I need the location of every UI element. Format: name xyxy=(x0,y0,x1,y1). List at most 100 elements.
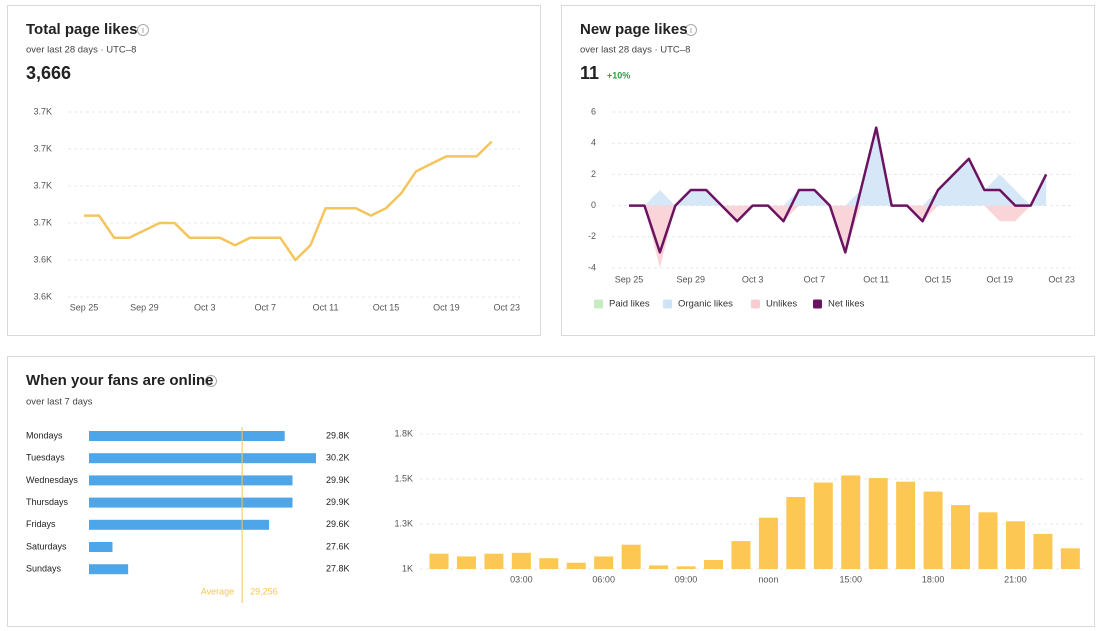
bar xyxy=(89,431,285,441)
card-title: New page likes xyxy=(580,21,688,38)
bar xyxy=(813,482,833,569)
bar xyxy=(923,491,943,569)
x-tick-label: Sep 25 xyxy=(70,302,99,312)
legend-swatch[interactable] xyxy=(594,299,603,309)
legend-swatch[interactable] xyxy=(663,299,672,309)
legend-label: Paid likes xyxy=(609,299,650,310)
bar xyxy=(758,517,778,569)
y-tick-label: 2 xyxy=(591,169,596,179)
bar xyxy=(539,558,559,569)
y-tick-label: 4 xyxy=(591,138,596,148)
bar xyxy=(89,453,316,464)
card-subtitle: over last 28 days · UTC–8 xyxy=(580,45,690,56)
bar xyxy=(1005,521,1025,569)
x-tick-label: 06:00 xyxy=(592,574,615,584)
y-tick-label: 3.6K xyxy=(33,254,52,264)
category-label: Tuesdays xyxy=(26,453,65,463)
headline: 3,666 xyxy=(26,63,71,83)
bar xyxy=(841,475,861,569)
card-subtitle: over last 7 days xyxy=(26,397,93,408)
x-tick-label: Oct 23 xyxy=(494,302,521,312)
average-label: 29,256 xyxy=(250,586,278,596)
y-tick-label: 3.7K xyxy=(33,106,52,116)
bar xyxy=(786,497,806,569)
legend-label: Organic likes xyxy=(678,299,733,310)
info-icon[interactable] xyxy=(205,375,217,387)
y-tick-label: 0 xyxy=(591,200,596,210)
value-label: 29.8K xyxy=(326,430,350,440)
net-line xyxy=(629,126,1048,254)
y-tick-label: 3.6K xyxy=(33,291,52,301)
value-label: 30.2K xyxy=(326,453,350,463)
x-tick-label: 18:00 xyxy=(922,574,945,584)
bar xyxy=(1033,533,1053,569)
y-tick-label: 3.7K xyxy=(33,217,52,227)
x-tick-label: Oct 11 xyxy=(313,302,339,312)
bar xyxy=(1060,548,1080,569)
y-tick-label: 1.5K xyxy=(394,473,413,483)
value-label: 29.9K xyxy=(326,475,350,485)
x-tick-label: Oct 15 xyxy=(925,274,952,284)
x-tick-label: noon xyxy=(758,574,778,584)
value-label: 29.6K xyxy=(326,519,350,529)
bar xyxy=(621,544,641,569)
legend-swatch[interactable] xyxy=(813,299,822,309)
area xyxy=(629,205,1047,268)
x-tick-label: 15:00 xyxy=(839,574,862,584)
bar xyxy=(89,564,129,575)
card-subtitle: over last 28 days · UTC–8 xyxy=(26,45,136,56)
bar xyxy=(89,475,293,486)
change: +10% xyxy=(607,70,630,80)
y-tick-label: -2 xyxy=(588,231,596,241)
bar xyxy=(731,541,751,569)
average-name: Average xyxy=(201,586,234,596)
legend-label: Net likes xyxy=(828,299,865,310)
headline: 11 xyxy=(580,63,599,83)
bar xyxy=(566,562,586,569)
category-label: Mondays xyxy=(26,430,63,440)
card xyxy=(561,5,1095,336)
card-title: Total page likes xyxy=(26,21,137,38)
y-tick-label: -4 xyxy=(588,262,596,272)
bar xyxy=(868,478,888,569)
card xyxy=(7,356,1095,627)
category-label: Thursdays xyxy=(26,497,69,507)
y-tick-label: 3.7K xyxy=(33,180,52,190)
bar xyxy=(484,553,504,569)
value-label: 29.9K xyxy=(326,497,350,507)
bar xyxy=(649,565,669,569)
x-tick-label: Sep 29 xyxy=(130,302,159,312)
bar xyxy=(978,512,998,569)
x-tick-label: Oct 3 xyxy=(742,274,764,284)
x-tick-label: Oct 23 xyxy=(1048,274,1075,284)
category-label: Saturdays xyxy=(26,541,67,551)
category-label: Wednesdays xyxy=(26,475,78,485)
x-tick-label: 09:00 xyxy=(675,574,698,584)
bar xyxy=(594,556,614,569)
bar xyxy=(429,553,449,569)
bar xyxy=(676,566,696,569)
x-tick-label: Oct 3 xyxy=(194,302,216,312)
bar xyxy=(951,505,971,569)
info-icon[interactable] xyxy=(685,24,697,36)
bar xyxy=(89,497,293,508)
legend-label: Unlikes xyxy=(766,299,797,310)
category-label: Sundays xyxy=(26,564,62,574)
y-tick-label: 1.8K xyxy=(394,428,413,438)
card xyxy=(7,5,541,336)
y-tick-label: 1.3K xyxy=(394,518,413,528)
bar xyxy=(456,556,476,569)
legend-swatch[interactable] xyxy=(751,299,760,309)
info-icon[interactable] xyxy=(137,24,149,36)
bar xyxy=(89,519,270,530)
x-tick-label: Oct 19 xyxy=(987,274,1014,284)
bar xyxy=(896,481,916,569)
category-label: Fridays xyxy=(26,519,56,529)
x-tick-label: Oct 7 xyxy=(254,302,276,312)
value-label: 27.8K xyxy=(326,564,350,574)
x-tick-label: Sep 29 xyxy=(677,274,706,284)
x-tick-label: Oct 7 xyxy=(804,274,826,284)
y-tick-label: 3.7K xyxy=(33,143,52,153)
x-tick-label: Oct 15 xyxy=(373,302,400,312)
